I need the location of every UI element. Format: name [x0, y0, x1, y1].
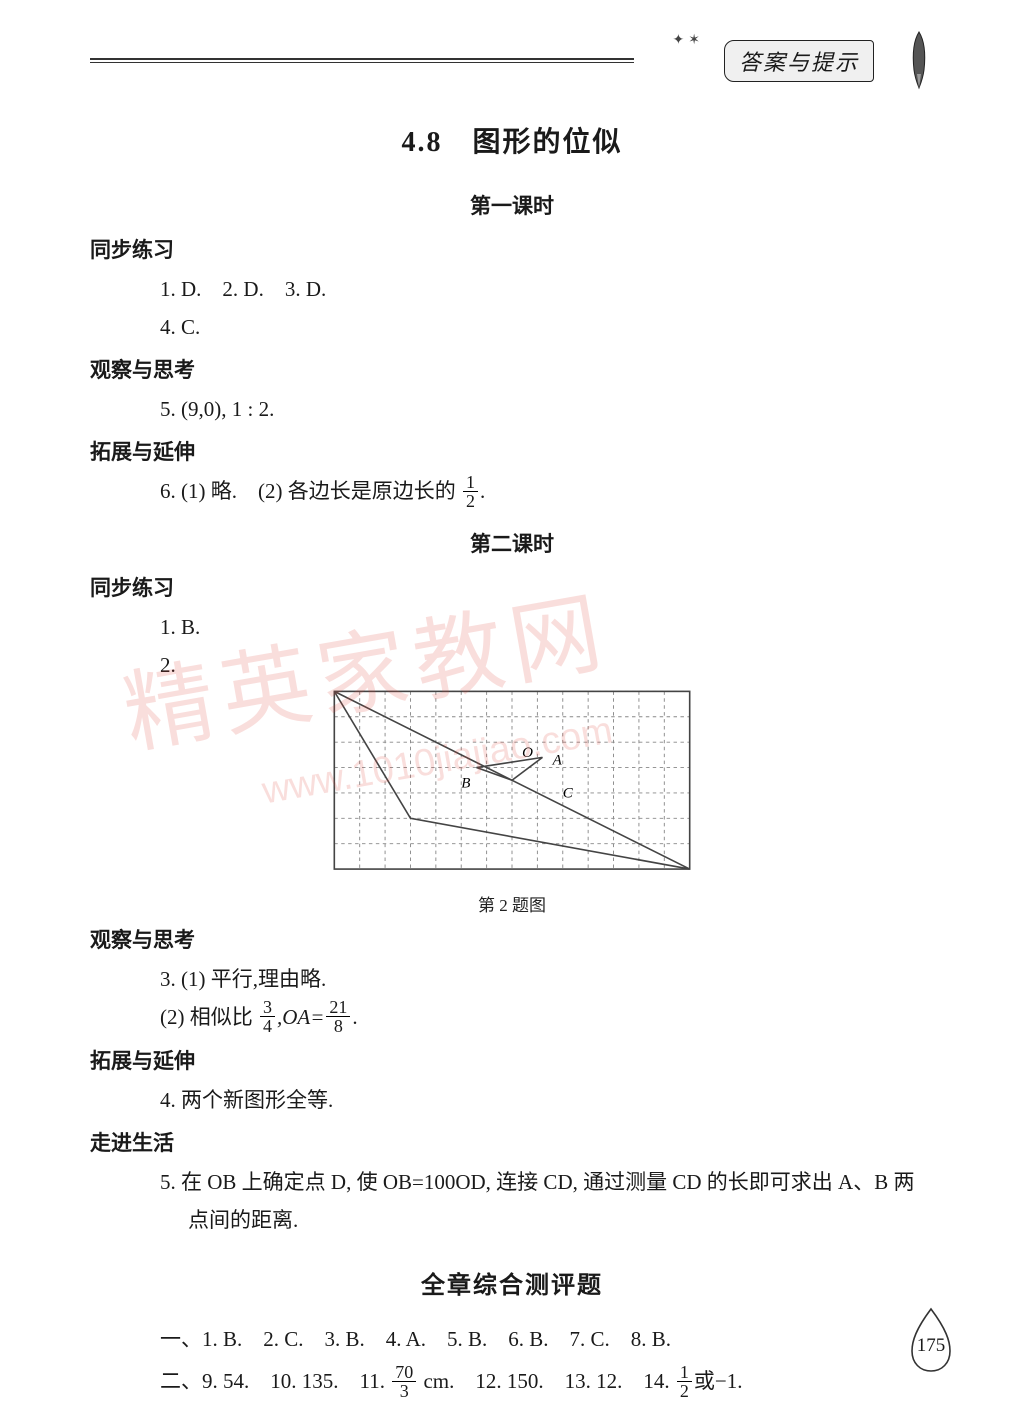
section-life: 走进生活	[90, 1127, 934, 1157]
q2-figure: O A B C 第 2 题图	[332, 688, 692, 916]
l2-sync-block: 1. B. 2.	[160, 608, 934, 684]
l1-observe-line: 5. (9,0), 1 : 2.	[160, 390, 934, 428]
lesson1-title: 第一课时	[90, 190, 934, 220]
comp-row2: 二、9. 54. 10. 135. 11. 703 cm. 12. 150. 1…	[160, 1360, 934, 1402]
comp-row2-b: cm. 12. 150. 13. 12. 14.	[423, 1369, 674, 1393]
l1-extend-frac: 12	[463, 473, 478, 510]
l2-extend-block: 4. 两个新图形全等.	[160, 1081, 934, 1119]
section-sync-1: 同步练习	[90, 234, 934, 264]
svg-text:A: A	[552, 752, 563, 768]
l1-sync-line2: 4. C.	[160, 308, 934, 346]
header-band: ✦✶ 答案与提示	[90, 40, 934, 80]
header-stars-icon: ✦✶	[673, 32, 704, 49]
q2-grid-svg: O A B C	[332, 688, 692, 884]
l2-observe-line2: (2) 相似比 34,OA=218.	[160, 998, 934, 1038]
comp-row1: 一、1. B. 2. C. 3. B. 4. A. 5. B. 6. B. 7.…	[160, 1318, 934, 1360]
l1-sync-block: 1. D. 2. D. 3. D. 4. C.	[160, 270, 934, 346]
l1-extend-suffix: .	[480, 479, 485, 503]
l2-life-line2: 点间的距离.	[188, 1201, 934, 1239]
section-observe-1: 观察与思考	[90, 354, 934, 384]
svg-text:C: C	[563, 785, 574, 801]
l2-observe-line1: 3. (1) 平行,理由略.	[160, 960, 934, 998]
l2-observe-suffix: .	[352, 1005, 357, 1029]
page-number-drop: 175	[906, 1305, 956, 1375]
l2-observe-block: 3. (1) 平行,理由略. (2) 相似比 34,OA=218.	[160, 960, 934, 1038]
l2-observe-prefix: (2) 相似比	[160, 1005, 253, 1029]
page-number: 175	[906, 1335, 956, 1357]
l2-ratio-frac: 34	[260, 998, 275, 1035]
comprehensive-title: 全章综合测评题	[90, 1265, 934, 1300]
l1-extend-block: 6. (1) 略. (2) 各边长是原边长的 12.	[160, 472, 934, 512]
l2-life-line1: 5. 在 OB 上确定点 D, 使 OB=100OD, 连接 CD, 通过测量 …	[160, 1163, 934, 1201]
l1-sync-line1: 1. D. 2. D. 3. D.	[160, 270, 934, 308]
l2-sync-line1: 1. B.	[160, 608, 934, 646]
l1-observe-block: 5. (9,0), 1 : 2.	[160, 390, 934, 428]
chapter-title: 4.8 图形的位似	[90, 120, 934, 160]
section-observe-2: 观察与思考	[90, 924, 934, 954]
lesson2-title: 第二课时	[90, 528, 934, 558]
header-rule	[90, 58, 634, 63]
comp-frac1: 703	[392, 1363, 416, 1400]
l2-oa-prefix: ,OA=	[277, 1005, 324, 1029]
svg-text:B: B	[461, 775, 470, 791]
l1-extend-prefix: 6. (1) 略. (2) 各边长是原边长的	[160, 479, 456, 503]
comp-row2-c: 或−1.	[694, 1369, 743, 1393]
l2-oa-frac: 218	[326, 998, 350, 1035]
section-sync-2: 同步练习	[90, 572, 934, 602]
l2-extend-line: 4. 两个新图形全等.	[160, 1081, 934, 1119]
svg-text:O: O	[522, 745, 533, 761]
comp-row2-a: 二、9. 54. 10. 135. 11.	[160, 1369, 390, 1393]
section-extend-2: 拓展与延伸	[90, 1045, 934, 1075]
section-extend-1: 拓展与延伸	[90, 436, 934, 466]
l1-extend-line: 6. (1) 略. (2) 各边长是原边长的 12.	[160, 472, 934, 512]
q2-caption: 第 2 题图	[332, 891, 692, 916]
l2-sync-label2: 2.	[160, 646, 934, 684]
header-tab: 答案与提示	[724, 40, 874, 82]
pen-icon	[904, 30, 934, 90]
l2-life-block: 5. 在 OB 上确定点 D, 使 OB=100OD, 连接 CD, 通过测量 …	[160, 1163, 934, 1239]
comp-frac2: 12	[677, 1363, 692, 1400]
